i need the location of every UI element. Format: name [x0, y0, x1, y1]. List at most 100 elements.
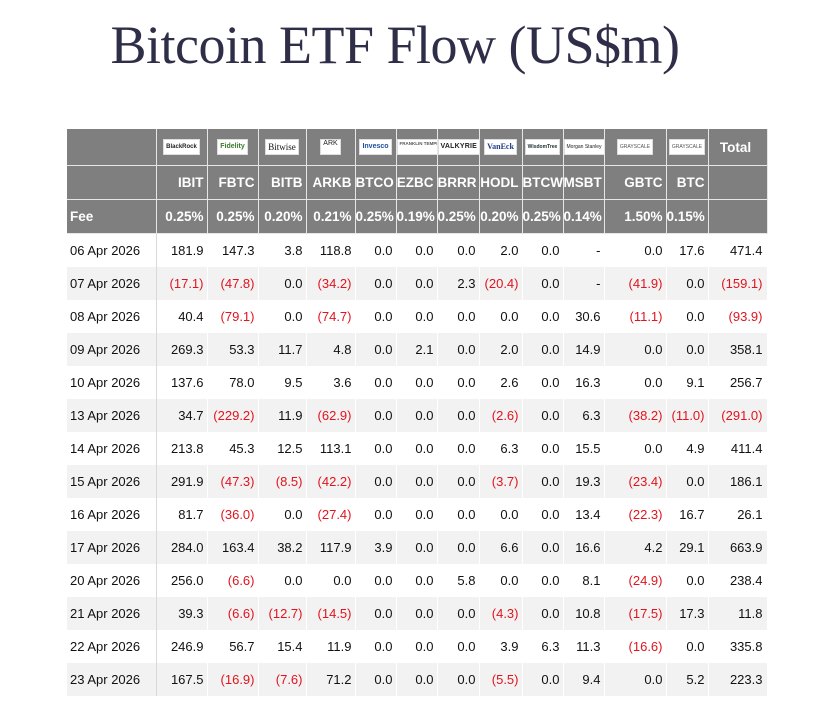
- flow-cell: 2.1: [396, 333, 438, 366]
- fee-value: 0.25%: [522, 199, 564, 234]
- flow-cell: (5.5): [479, 663, 523, 696]
- row-total: 186.1: [707, 465, 768, 498]
- ticker-header: MSBT: [563, 165, 605, 200]
- flow-cell: 0.0: [522, 465, 564, 498]
- total-ticker-blank: [708, 165, 768, 200]
- flow-cell: 0.0: [355, 564, 397, 597]
- issuer-logo-cell: ARK: [306, 129, 356, 166]
- flow-cell: 0.0: [437, 233, 480, 267]
- flow-cell: 0.0: [306, 564, 356, 597]
- ticker-header: FBTC: [207, 165, 259, 200]
- flow-cell: 4.2: [603, 531, 667, 564]
- flow-cell: 0.0: [437, 630, 480, 663]
- row-total: (159.1): [707, 267, 768, 300]
- issuer-logo-cell: Fidelity: [207, 129, 259, 166]
- flow-cell: 3.9: [355, 531, 397, 564]
- flow-cell: 0.0: [258, 300, 307, 333]
- flow-cell: 0.0: [437, 498, 480, 531]
- fee-value: 1.50%: [604, 199, 667, 234]
- flow-cell: (11.0): [666, 399, 709, 432]
- flow-cell: 0.0: [603, 432, 667, 465]
- row-date: 22 Apr 2026: [67, 630, 157, 663]
- flow-cell: (41.9): [603, 267, 667, 300]
- issuer-logo: GRAYSCALE: [668, 139, 706, 156]
- flow-cell: 0.0: [355, 663, 397, 696]
- flow-cell: 78.0: [207, 366, 259, 399]
- flow-cell: (62.9): [306, 399, 356, 432]
- flow-cell: 53.3: [207, 333, 259, 366]
- row-total: 411.4: [707, 432, 768, 465]
- flow-cell: (17.5): [603, 597, 667, 630]
- row-date: 21 Apr 2026: [67, 597, 157, 630]
- fee-value: 0.25%: [355, 199, 397, 234]
- flow-cell: 16.3: [563, 366, 605, 399]
- flow-cell: (6.6): [207, 597, 259, 630]
- etf-flow-table-container: BlackRock Fidelity Bitwise ARK Invesco FRANKL…: [67, 129, 768, 696]
- flow-cell: (74.7): [306, 300, 356, 333]
- flow-cell: -: [563, 233, 605, 267]
- flow-cell: 0.0: [355, 597, 397, 630]
- flow-cell: 8.1: [563, 564, 605, 597]
- flow-cell: (34.2): [306, 267, 356, 300]
- flow-cell: 29.1: [666, 531, 709, 564]
- flow-cell: 0.0: [396, 432, 438, 465]
- flow-cell: 284.0: [156, 531, 208, 564]
- flow-cell: (2.6): [479, 399, 523, 432]
- flow-cell: 0.0: [355, 300, 397, 333]
- flow-cell: 0.0: [396, 498, 438, 531]
- flow-cell: 0.0: [437, 663, 480, 696]
- flow-cell: 0.0: [396, 630, 438, 663]
- flow-cell: 0.0: [479, 564, 523, 597]
- flow-cell: 9.4: [563, 663, 605, 696]
- table-row: 08 Apr 2026 40.4 (79.1) 0.0 (74.7) 0.0 0.0 0.0 0…: [67, 300, 768, 333]
- row-date: 10 Apr 2026: [67, 366, 157, 399]
- flow-cell: 13.4: [563, 498, 605, 531]
- flow-cell: 0.0: [666, 267, 709, 300]
- fee-value: 0.20%: [258, 199, 307, 234]
- flow-cell: 118.8: [306, 233, 356, 267]
- flow-cell: 0.0: [396, 366, 438, 399]
- flow-cell: (22.3): [603, 498, 667, 531]
- flow-cell: 10.8: [563, 597, 605, 630]
- ticker-header: GBTC: [604, 165, 667, 200]
- issuer-logo-cell: WisdomTree: [522, 129, 564, 166]
- flow-cell: 19.3: [563, 465, 605, 498]
- flow-cell: 0.0: [479, 498, 523, 531]
- table-row: 13 Apr 2026 34.7 (229.2) 11.9 (62.9) 0.0 0.0 0.…: [67, 399, 768, 432]
- flow-cell: 0.0: [522, 531, 564, 564]
- table-row: 15 Apr 2026 291.9 (47.3) (8.5) (42.2) 0.0 0.0 0…: [67, 465, 768, 498]
- issuer-logo-cell: VanEck: [479, 129, 523, 166]
- issuer-logo: ARK: [320, 139, 341, 156]
- flow-cell: 0.0: [603, 366, 667, 399]
- flow-cell: 11.3: [563, 630, 605, 663]
- fee-value: 0.25%: [437, 199, 480, 234]
- flow-cell: 137.6: [156, 366, 208, 399]
- flow-rows: 06 Apr 2026 181.9 147.3 3.8 118.8 0.0 0.0 0.0 2.…: [67, 233, 768, 696]
- flow-cell: 9.5: [258, 366, 307, 399]
- flow-cell: 15.4: [258, 630, 307, 663]
- flow-cell: 30.6: [563, 300, 605, 333]
- row-total: 663.9: [707, 531, 768, 564]
- flow-cell: 0.0: [437, 399, 480, 432]
- flow-cell: 2.0: [479, 233, 523, 267]
- flow-cell: 2.3: [437, 267, 480, 300]
- flow-cell: 11.9: [258, 399, 307, 432]
- etf-flow-table: BlackRock Fidelity Bitwise ARK Invesco FRANKL…: [67, 129, 768, 696]
- flow-cell: 0.0: [396, 267, 438, 300]
- flow-cell: 6.6: [479, 531, 523, 564]
- flow-cell: 113.1: [306, 432, 356, 465]
- issuer-logo: Invesco: [359, 139, 392, 156]
- table-row: 23 Apr 2026 167.5 (16.9) (7.6) 71.2 0.0 0.0 0.0…: [67, 663, 768, 696]
- row-date: 06 Apr 2026: [67, 233, 157, 267]
- flow-cell: (12.7): [258, 597, 307, 630]
- issuer-logo: WisdomTree: [524, 139, 561, 156]
- row-date: 20 Apr 2026: [67, 564, 157, 597]
- flow-cell: (38.2): [603, 399, 667, 432]
- flow-cell: (23.4): [603, 465, 667, 498]
- issuer-logo-cell: Invesco: [355, 129, 397, 166]
- flow-cell: 0.0: [437, 333, 480, 366]
- flow-cell: 0.0: [603, 233, 667, 267]
- flow-cell: 213.8: [156, 432, 208, 465]
- ticker-corner: [67, 165, 157, 200]
- row-total: 26.1: [707, 498, 768, 531]
